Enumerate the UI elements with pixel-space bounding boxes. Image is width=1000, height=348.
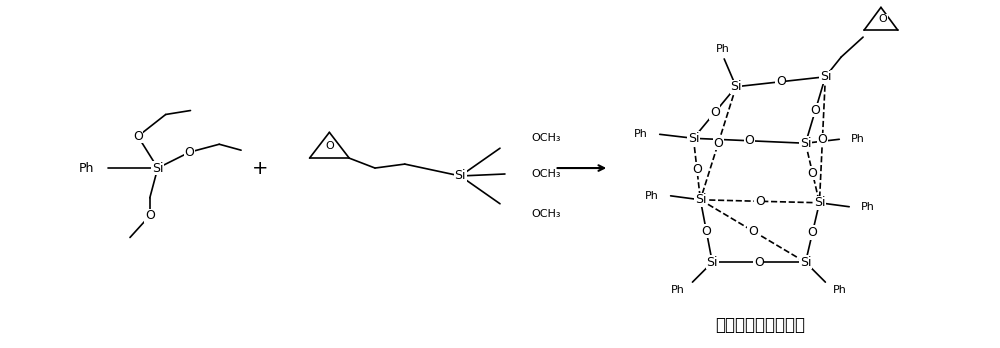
Text: Ph: Ph xyxy=(645,191,659,201)
Text: O: O xyxy=(713,137,723,150)
Text: Si: Si xyxy=(820,70,831,83)
Text: O: O xyxy=(701,224,711,238)
Text: O: O xyxy=(185,146,194,159)
Text: O: O xyxy=(325,141,334,151)
Text: O: O xyxy=(145,209,155,222)
Text: O: O xyxy=(755,195,765,208)
Text: Si: Si xyxy=(688,132,699,145)
Text: Si: Si xyxy=(455,169,466,182)
Text: O: O xyxy=(754,256,764,269)
Text: Si: Si xyxy=(800,256,811,269)
Text: O: O xyxy=(817,133,827,146)
Text: O: O xyxy=(710,106,720,119)
Text: O: O xyxy=(692,163,702,175)
Text: Si: Si xyxy=(695,193,706,206)
Text: Ph: Ph xyxy=(671,285,685,295)
Text: Ph: Ph xyxy=(851,134,865,144)
Text: OCH₃: OCH₃ xyxy=(532,133,561,143)
Text: Ph: Ph xyxy=(833,285,847,295)
Text: O: O xyxy=(748,224,758,238)
Text: Ph: Ph xyxy=(79,161,94,175)
Text: Si: Si xyxy=(707,256,718,269)
Text: +: + xyxy=(252,159,268,177)
Text: O: O xyxy=(133,130,143,143)
Text: Ph: Ph xyxy=(861,202,875,212)
Text: O: O xyxy=(745,134,754,147)
Text: O: O xyxy=(879,14,887,24)
Text: OCH₃: OCH₃ xyxy=(532,169,561,179)
Text: Ph: Ph xyxy=(716,44,730,54)
Text: OCH₃: OCH₃ xyxy=(532,209,561,219)
Text: Si: Si xyxy=(814,196,825,209)
Text: O: O xyxy=(808,166,817,180)
Text: Si: Si xyxy=(730,80,742,93)
Text: 环氧基聚倍半硅氧烷: 环氧基聚倍半硅氧烷 xyxy=(715,316,805,334)
Text: O: O xyxy=(811,103,820,117)
Text: Si: Si xyxy=(152,161,164,175)
Text: Si: Si xyxy=(800,137,811,150)
Text: Ph: Ph xyxy=(634,129,648,139)
Text: O: O xyxy=(808,226,817,239)
Text: O: O xyxy=(776,75,786,88)
